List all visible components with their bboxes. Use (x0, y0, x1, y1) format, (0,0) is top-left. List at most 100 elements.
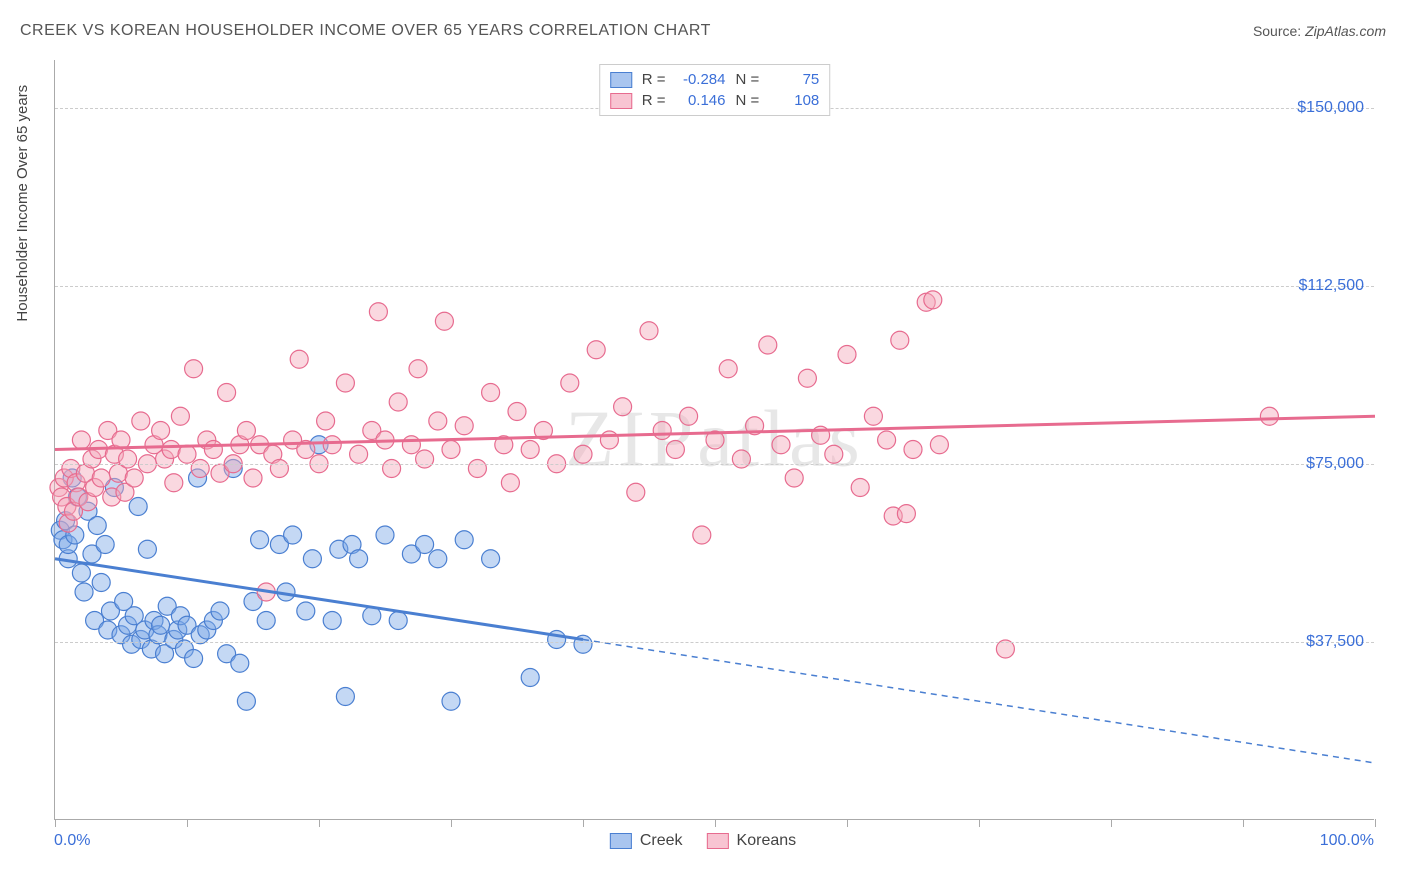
data-point (75, 583, 93, 601)
y-axis-title: Householder Income Over 65 years (14, 85, 31, 322)
data-point (237, 422, 255, 440)
data-point (455, 417, 473, 435)
data-point (508, 403, 526, 421)
data-point (930, 436, 948, 454)
data-point (825, 445, 843, 463)
n-value: 75 (769, 71, 819, 88)
data-point (350, 445, 368, 463)
data-point (369, 303, 387, 321)
x-tick (187, 819, 188, 827)
data-point (468, 460, 486, 478)
data-point (72, 431, 90, 449)
x-tick (715, 819, 716, 827)
data-point (171, 407, 189, 425)
data-point (416, 536, 434, 554)
data-point (284, 526, 302, 544)
data-point (72, 564, 90, 582)
x-tick (979, 819, 980, 827)
data-point (521, 669, 539, 687)
legend-series-item: Koreans (707, 832, 797, 850)
data-point (521, 441, 539, 459)
x-tick (55, 819, 56, 827)
legend-swatch (610, 72, 632, 88)
data-point (119, 450, 137, 468)
data-point (429, 550, 447, 568)
data-point (389, 612, 407, 630)
data-point (336, 374, 354, 392)
data-point (165, 474, 183, 492)
n-label: N = (736, 92, 760, 109)
data-point (231, 654, 249, 672)
data-point (772, 436, 790, 454)
data-point (1260, 407, 1278, 425)
data-point (574, 445, 592, 463)
y-tick-label: $150,000 (1297, 99, 1364, 117)
data-point (162, 441, 180, 459)
data-point (482, 550, 500, 568)
data-point (152, 422, 170, 440)
data-point (185, 650, 203, 668)
y-tick-label: $75,000 (1306, 455, 1364, 473)
x-tick (1375, 819, 1376, 827)
data-point (600, 431, 618, 449)
x-tick (847, 819, 848, 827)
data-point (759, 336, 777, 354)
data-point (125, 469, 143, 487)
data-point (178, 445, 196, 463)
legend-swatch (707, 833, 729, 849)
data-point (501, 474, 519, 492)
data-point (129, 498, 147, 516)
chart-plot-area: ZIPatlas R =-0.284N =75R =0.146N =108 $3… (54, 60, 1374, 820)
data-point (297, 602, 315, 620)
data-point (317, 412, 335, 430)
data-point (191, 460, 209, 478)
trend-line-extrapolated (583, 640, 1375, 764)
chart-source: Source: ZipAtlas.com (1253, 23, 1386, 39)
data-point (204, 441, 222, 459)
r-label: R = (642, 71, 666, 88)
data-point (878, 431, 896, 449)
x-min-label: 0.0% (54, 832, 90, 850)
data-point (323, 436, 341, 454)
data-point (218, 384, 236, 402)
n-value: 108 (769, 92, 819, 109)
data-point (435, 312, 453, 330)
legend-series: Creek Koreans (602, 832, 804, 850)
data-point (409, 360, 427, 378)
legend-swatch (610, 833, 632, 849)
data-point (680, 407, 698, 425)
chart-title: CREEK VS KOREAN HOUSEHOLDER INCOME OVER … (20, 22, 711, 40)
data-point (96, 536, 114, 554)
data-point (416, 450, 434, 468)
data-point (244, 469, 262, 487)
data-point (303, 550, 321, 568)
data-point (442, 692, 460, 710)
scatter-plot-svg (55, 60, 1374, 819)
legend-series-label: Creek (640, 832, 683, 850)
data-point (864, 407, 882, 425)
r-value: -0.284 (676, 71, 726, 88)
data-point (251, 531, 269, 549)
data-point (237, 692, 255, 710)
data-point (336, 688, 354, 706)
gridline (55, 464, 1374, 465)
data-point (152, 616, 170, 634)
r-label: R = (642, 92, 666, 109)
data-point (732, 450, 750, 468)
legend-swatch (610, 93, 632, 109)
y-tick-label: $112,500 (1298, 277, 1364, 295)
chart-header: CREEK VS KOREAN HOUSEHOLDER INCOME OVER … (20, 22, 1386, 40)
x-tick (1243, 819, 1244, 827)
x-tick (1111, 819, 1112, 827)
data-point (561, 374, 579, 392)
legend-stat-row: R =-0.284N =75 (610, 69, 820, 90)
data-point (897, 505, 915, 523)
data-point (185, 360, 203, 378)
legend-stat-row: R = 0.146 N = 108 (610, 90, 820, 111)
x-tick (583, 819, 584, 827)
data-point (383, 460, 401, 478)
data-point (257, 612, 275, 630)
r-value: 0.146 (676, 92, 726, 109)
data-point (653, 422, 671, 440)
data-point (904, 441, 922, 459)
